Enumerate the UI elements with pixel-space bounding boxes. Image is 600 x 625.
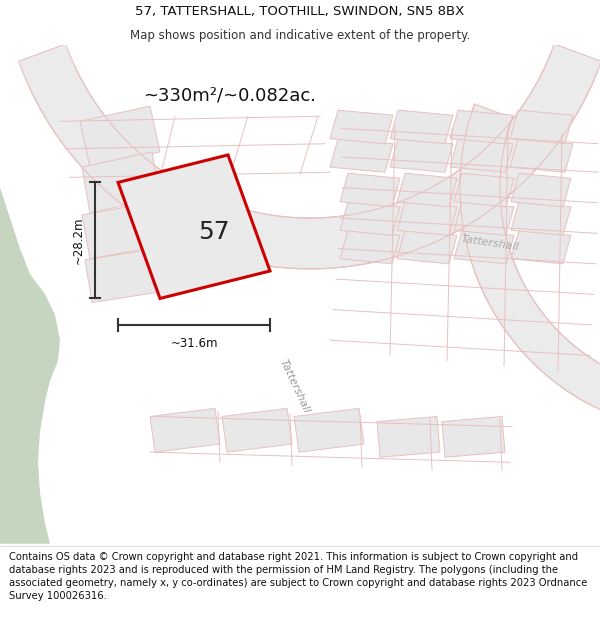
Polygon shape (397, 202, 457, 236)
Polygon shape (454, 173, 514, 207)
Polygon shape (82, 202, 158, 259)
Polygon shape (510, 110, 573, 144)
Polygon shape (118, 155, 270, 299)
Text: 57, TATTERSHALL, TOOTHILL, SWINDON, SN5 8BX: 57, TATTERSHALL, TOOTHILL, SWINDON, SN5 … (136, 5, 464, 18)
Text: ~28.2m: ~28.2m (72, 217, 85, 264)
Polygon shape (397, 173, 457, 207)
Polygon shape (330, 110, 393, 144)
Polygon shape (510, 139, 573, 172)
Polygon shape (150, 408, 220, 452)
Polygon shape (460, 104, 600, 432)
Polygon shape (0, 45, 60, 544)
Polygon shape (450, 110, 513, 144)
Polygon shape (454, 230, 514, 264)
Polygon shape (397, 230, 457, 264)
Text: ~330m²/~0.082ac.: ~330m²/~0.082ac. (143, 87, 317, 105)
Polygon shape (85, 249, 157, 302)
Polygon shape (19, 44, 600, 269)
Text: ~31.6m: ~31.6m (170, 337, 218, 350)
Polygon shape (390, 139, 453, 172)
Text: Map shows position and indicative extent of the property.: Map shows position and indicative extent… (130, 29, 470, 42)
Polygon shape (330, 139, 393, 172)
Text: Tattershall: Tattershall (460, 234, 520, 253)
Polygon shape (340, 230, 400, 264)
Polygon shape (80, 106, 160, 167)
Polygon shape (511, 230, 571, 264)
Text: 57: 57 (198, 220, 230, 244)
Polygon shape (340, 202, 400, 236)
Text: Contains OS data © Crown copyright and database right 2021. This information is : Contains OS data © Crown copyright and d… (9, 552, 587, 601)
Polygon shape (390, 110, 453, 144)
Polygon shape (454, 202, 514, 236)
Polygon shape (511, 202, 571, 236)
Polygon shape (294, 408, 364, 452)
Text: Tattershall: Tattershall (278, 357, 312, 414)
Polygon shape (511, 173, 571, 207)
Polygon shape (340, 173, 400, 207)
Polygon shape (450, 139, 513, 172)
Polygon shape (442, 416, 505, 457)
Polygon shape (377, 416, 440, 457)
Polygon shape (82, 152, 160, 213)
Polygon shape (222, 408, 292, 452)
